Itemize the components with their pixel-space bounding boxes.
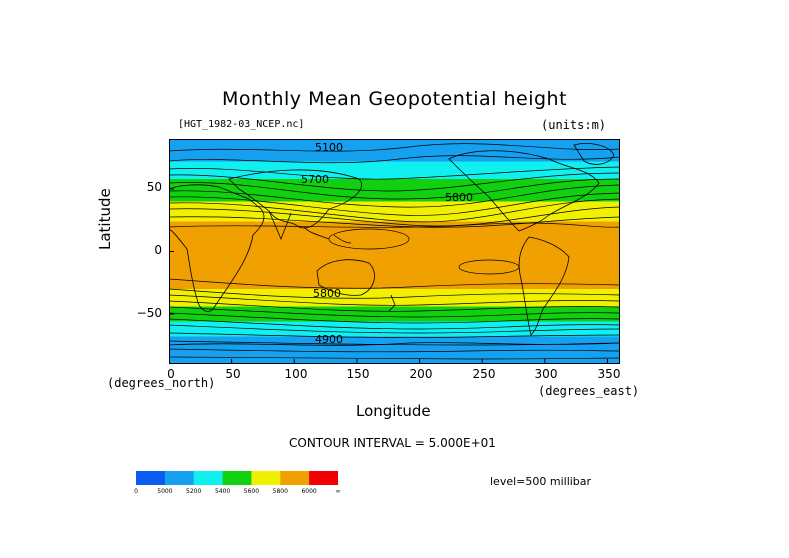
- contour-band: [169, 221, 620, 290]
- y-tick-label: 0: [154, 243, 162, 257]
- y-axis-unit-label: (degrees_north): [107, 376, 216, 390]
- contour-band: [169, 161, 620, 180]
- colorbar-label: 5600: [243, 488, 260, 495]
- colorbar-label: 5200: [186, 488, 202, 495]
- geopotential-height-map: 5100 5700 5800 5800 4900: [169, 139, 620, 364]
- y-tick-label: −50: [136, 306, 162, 320]
- x-tick-label: 200: [409, 367, 433, 381]
- colorbar-label: ∞: [335, 488, 341, 495]
- contour-label: 5800: [445, 191, 473, 204]
- contour-band: [169, 179, 620, 202]
- colorbar-label: 5800: [272, 488, 288, 495]
- colorbar-swatch: [251, 471, 281, 485]
- colorbar-swatch: [164, 471, 195, 485]
- colorbar-swatch: [136, 471, 166, 485]
- x-tick-label: 300: [534, 367, 558, 381]
- coastlines: [169, 143, 620, 346]
- colorbar-label: 6000: [301, 488, 317, 495]
- contour-band: [169, 306, 620, 322]
- contour-band: [169, 289, 620, 307]
- x-tick-label: 350: [597, 367, 621, 381]
- contour-label: 5700: [301, 173, 329, 186]
- axis-ticks: [169, 188, 608, 364]
- contour-label: 5800: [313, 287, 341, 300]
- contour-label: 4900: [315, 333, 343, 346]
- x-axis-label: Longitude: [356, 402, 431, 420]
- colorbar-swatch: [280, 471, 310, 485]
- colorbar-swatch: [193, 471, 223, 485]
- contour-band: [169, 139, 620, 162]
- colorbar-swatch: [309, 471, 338, 485]
- x-tick-label: 250: [472, 367, 496, 381]
- x-tick-label: 150: [346, 367, 370, 381]
- contour-label: 5100: [315, 141, 343, 154]
- colorbar-label: 5000: [157, 488, 173, 495]
- x-tick-label: 100: [284, 367, 308, 381]
- y-axis-label: Latitude: [96, 188, 114, 250]
- contour-band: [169, 201, 620, 222]
- level-label: level=500 millibar: [490, 475, 592, 488]
- contour-interval-text: CONTOUR INTERVAL = 5.000E+01: [289, 436, 496, 450]
- file-label: [HGT_1982-03_NCEP.nc]: [178, 119, 305, 130]
- colorbar: [136, 471, 338, 485]
- y-tick-label: 50: [146, 180, 162, 194]
- x-tick-label: 50: [225, 367, 241, 381]
- map-title: Monthly Mean Geopotential height: [221, 88, 568, 110]
- x-tick-label: 0: [167, 367, 175, 381]
- x-axis-unit-label: (degrees_east): [538, 384, 640, 398]
- units-label: (units:m): [541, 118, 607, 132]
- contour-band: [169, 321, 620, 337]
- colorbar-swatch: [222, 471, 252, 485]
- colorbar-label: 5400: [214, 488, 231, 495]
- colorbar-label: 0: [134, 488, 138, 495]
